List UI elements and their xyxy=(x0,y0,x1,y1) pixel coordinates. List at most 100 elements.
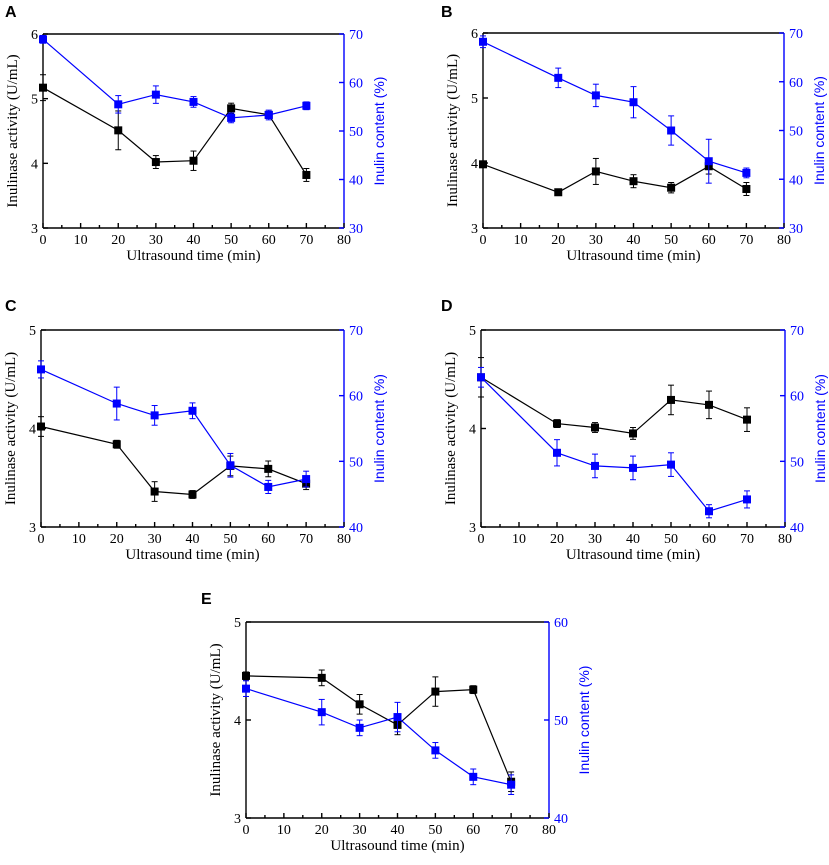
x-tick-label: 50 xyxy=(428,823,442,838)
y-tick-label-left: 3 xyxy=(29,521,36,536)
data-point xyxy=(507,780,516,789)
series-inulin-content xyxy=(477,366,751,519)
x-tick-label: 0 xyxy=(478,532,485,547)
panel-letter: B xyxy=(441,4,453,21)
data-point xyxy=(151,158,160,167)
y-tick-label-left: 5 xyxy=(234,616,241,631)
y-tick-label-right: 40 xyxy=(349,521,363,536)
data-point xyxy=(188,490,197,499)
data-point xyxy=(667,395,675,404)
x-tick-label: 80 xyxy=(777,233,791,248)
x-tick-label: 40 xyxy=(186,532,200,547)
y-tick-label-left: 4 xyxy=(469,423,476,438)
data-point xyxy=(264,464,273,473)
data-point xyxy=(469,772,478,781)
x-tick-label: 20 xyxy=(315,823,329,838)
x-axis-title: Ultrasound time (min) xyxy=(566,547,700,563)
x-tick-label: 80 xyxy=(337,233,351,248)
series-inulinase-activity xyxy=(39,74,311,182)
data-point xyxy=(302,101,311,110)
x-tick-label: 80 xyxy=(778,532,792,547)
data-point xyxy=(431,687,440,696)
x-tick-label: 60 xyxy=(262,233,276,248)
data-point xyxy=(189,97,198,106)
y-tick-label-right: 50 xyxy=(349,455,363,470)
data-point xyxy=(743,415,751,424)
data-point xyxy=(114,126,123,135)
y-tick-label-left: 6 xyxy=(31,28,38,43)
data-point xyxy=(37,365,45,374)
data-point xyxy=(629,429,637,438)
y-axis-title-left: Inulinase activity (U/mL) xyxy=(208,643,224,796)
panel-letter: E xyxy=(201,591,212,608)
data-point xyxy=(112,440,121,449)
y-axis-title-left: Inulinase activity (U/mL) xyxy=(445,54,461,207)
panel-letter: A xyxy=(5,4,17,21)
x-tick-label: 60 xyxy=(702,233,716,248)
data-point xyxy=(705,507,713,516)
y-tick-label-left: 5 xyxy=(29,324,36,339)
data-point xyxy=(39,83,47,92)
chart-panel-c: C 0 10 20 30 40 50 60 70 80 3 4 5 40 50 60 70 Ultrasound … xyxy=(3,298,387,563)
x-tick-label: 50 xyxy=(223,532,237,547)
data-point xyxy=(743,495,751,504)
x-tick-label: 10 xyxy=(277,823,291,838)
x-tick-label: 20 xyxy=(111,233,125,248)
data-point xyxy=(431,746,440,755)
panel-letter: D xyxy=(441,298,453,315)
y-tick-label-right: 60 xyxy=(349,77,363,92)
data-point xyxy=(226,461,235,470)
y-tick-label-right: 40 xyxy=(554,812,568,827)
data-point xyxy=(242,671,250,680)
x-tick-label: 20 xyxy=(550,532,564,547)
x-tick-label: 80 xyxy=(337,532,351,547)
y-axis-title-left: Inulinase activity (U/mL) xyxy=(443,352,459,505)
chart-panel-d: D 0 10 20 30 40 50 60 70 80 3 4 5 40 50 60 70 Ultrasound … xyxy=(441,298,828,563)
series-inulin-content xyxy=(39,34,311,124)
x-tick-label: 70 xyxy=(504,823,518,838)
data-point xyxy=(742,168,751,177)
data-point xyxy=(227,104,236,113)
y-tick-label-left: 5 xyxy=(469,324,476,339)
x-tick-label: 10 xyxy=(514,233,528,248)
x-tick-label: 80 xyxy=(542,823,556,838)
data-point xyxy=(114,100,123,109)
y-tick-label-right: 70 xyxy=(789,27,803,42)
y-tick-label-right: 50 xyxy=(349,125,363,140)
y-tick-label-left: 4 xyxy=(29,423,36,438)
x-tick-label: 30 xyxy=(588,532,602,547)
data-point xyxy=(37,422,45,431)
y-tick-label-left: 5 xyxy=(471,92,478,107)
y-tick-label-right: 40 xyxy=(790,521,804,536)
data-point xyxy=(667,126,676,135)
x-tick-label: 30 xyxy=(148,532,162,547)
data-point xyxy=(355,723,364,732)
y-tick-label-left: 3 xyxy=(471,222,478,237)
data-point xyxy=(317,708,326,717)
data-point xyxy=(479,160,487,169)
x-tick-label: 40 xyxy=(391,823,405,838)
data-point xyxy=(667,183,676,192)
data-point xyxy=(629,177,638,186)
x-tick-label: 40 xyxy=(627,233,641,248)
x-tick-label: 60 xyxy=(702,532,716,547)
data-point xyxy=(469,685,478,694)
data-point xyxy=(591,461,599,470)
x-axis-title: Ultrasound time (min) xyxy=(566,248,700,264)
y-tick-label-right: 30 xyxy=(349,222,363,237)
data-point xyxy=(39,35,47,44)
data-point xyxy=(591,167,600,176)
series-inulin-content xyxy=(242,680,516,795)
data-point xyxy=(227,113,236,122)
y-tick-label-right: 40 xyxy=(349,174,363,189)
x-tick-label: 0 xyxy=(38,532,45,547)
x-tick-label: 50 xyxy=(224,233,238,248)
x-tick-label: 60 xyxy=(466,823,480,838)
chart-panel-b: B 0 10 20 30 40 50 60 70 80 3 4 5 6 30 40 50 60 70 Ultrasou… xyxy=(441,4,827,264)
x-axis-title: Ultrasound time (min) xyxy=(330,838,464,854)
y-axis-title-right: Inulin content (%) xyxy=(811,76,827,185)
data-point xyxy=(704,157,713,166)
y-tick-label-right: 70 xyxy=(349,324,363,339)
data-point xyxy=(112,399,121,408)
